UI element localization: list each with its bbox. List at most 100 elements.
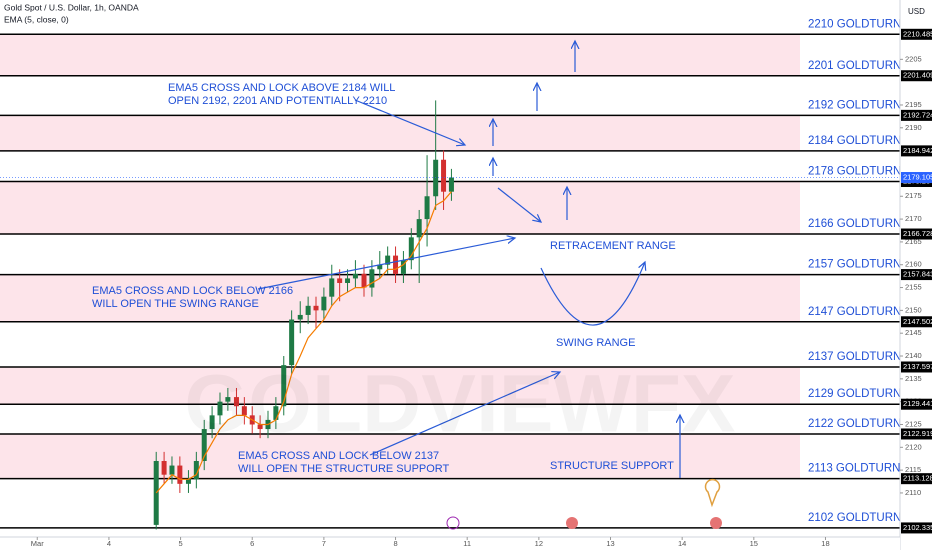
candle-body (193, 460, 199, 480)
candle-body (408, 237, 414, 261)
level-price-box (901, 145, 932, 157)
annotation: OPEN 2192, 2201 AND POTENTIALLY 2210 (168, 95, 387, 107)
x-tick-label: Mar (31, 539, 44, 548)
candle-body (297, 314, 303, 320)
arrow (497, 187, 541, 222)
arrow (354, 99, 465, 145)
level-price-label: 2147.502 (903, 317, 932, 326)
candle-body (424, 196, 430, 220)
level-price-box (901, 109, 932, 121)
y-tick-label: 2165 (905, 237, 922, 246)
level-label: 2192 GOLDTURN (808, 99, 901, 111)
level-price-box (901, 316, 932, 328)
annotation: EMA5 CROSS AND LOCK BELOW 2137 (238, 450, 439, 462)
currency-label: USD (908, 7, 925, 16)
last-price-label: 2179.105 (903, 173, 932, 182)
x-tick-label: 8 (393, 539, 397, 548)
region-label: RETRACEMENT RANGE (550, 240, 676, 252)
x-tick-label: 6 (250, 539, 254, 548)
level-price-label: 2166.728 (903, 229, 932, 238)
candle-body (369, 269, 375, 288)
level-label: 2166 GOLDTURN (808, 218, 901, 230)
zone-band (0, 366, 800, 405)
candle-body (241, 406, 247, 416)
zone-band (0, 274, 800, 322)
level-price-label: 2129.441 (903, 399, 932, 408)
level-label: 2102 GOLDTURN (808, 512, 901, 524)
x-tick-label: 13 (606, 539, 614, 548)
candle-body (416, 219, 422, 238)
y-tick-label: 2115 (905, 465, 921, 474)
candle-body (185, 479, 191, 484)
level-label: 2201 GOLDTURN (808, 60, 901, 72)
x-tick-label: 18 (821, 539, 829, 548)
y-tick-label: 2140 (905, 351, 922, 360)
logo-icon (704, 478, 721, 508)
candle-body (385, 255, 391, 265)
level-price-box (901, 398, 932, 410)
level-label: 2137 GOLDTURN (808, 351, 901, 363)
y-tick-label: 2125 (905, 419, 922, 428)
y-tick-label: 2170 (905, 214, 922, 223)
level-label: 2147 GOLDTURN (808, 306, 901, 318)
indicator-label: EMA (5, close, 0) (4, 14, 69, 24)
candle-body (441, 159, 447, 192)
candle-body (305, 305, 311, 315)
zone-band (0, 34, 800, 76)
level-price-box (901, 361, 932, 373)
event-icon (446, 516, 460, 530)
watermark: GOLDVIEWFX (184, 359, 735, 450)
level-price-box (901, 228, 932, 240)
annotation: EMA5 CROSS AND LOCK BELOW 2166 (92, 285, 293, 297)
y-tick-label: 2175 (905, 191, 922, 200)
level-price-label: 2192.724 (903, 110, 932, 119)
candle-body (448, 177, 454, 192)
level-label: 2122 GOLDTURN (808, 418, 901, 430)
level-price-label: 2113.128 (903, 474, 932, 483)
y-tick-label: 2205 (905, 54, 922, 63)
candle-body (345, 278, 351, 283)
x-tick-label: 11 (463, 539, 471, 548)
flag-icon (710, 517, 722, 529)
candle-body (169, 465, 175, 475)
y-tick-label: 2145 (905, 328, 922, 337)
level-price-box (901, 473, 932, 485)
x-tick-label: 12 (535, 539, 543, 548)
x-tick-label: 4 (107, 539, 111, 548)
chart-title: Gold Spot / U.S. Dollar, 1h, OANDA (4, 2, 139, 12)
x-tick-label: 5 (178, 539, 182, 548)
y-tick-label: 2195 (905, 100, 922, 109)
candle-body (393, 255, 399, 274)
candle-body (225, 397, 231, 402)
region-label: STRUCTURE SUPPORT (550, 460, 674, 472)
candle-body (337, 278, 343, 283)
level-price-box (901, 269, 932, 281)
candle-body (313, 305, 319, 311)
candle-body (281, 365, 287, 407)
arrow (257, 238, 515, 290)
x-tick-label: 7 (322, 539, 326, 548)
candle-body (329, 278, 335, 297)
y-tick-label: 2155 (905, 283, 922, 292)
candle-body (273, 406, 279, 420)
level-price-label: 2122.919 (903, 429, 932, 438)
zone-band (0, 181, 800, 235)
time-axis (0, 537, 900, 550)
ema-line (155, 191, 452, 494)
candle-body (433, 159, 439, 197)
annotation: WILL OPEN THE SWING RANGE (92, 298, 259, 310)
level-price-label: 2102.335 (903, 523, 932, 532)
candle-body (177, 465, 183, 484)
swing-curve (540, 262, 645, 326)
y-tick-label: 2150 (905, 305, 922, 314)
level-price-label: 2184.942 (903, 146, 932, 155)
y-tick-label: 2120 (905, 442, 922, 451)
annotation: WILL OPEN THE STRUCTURE SUPPORT (238, 463, 450, 475)
y-tick-label: 2135 (905, 374, 922, 383)
candle-body (377, 264, 383, 270)
level-price-box (901, 28, 932, 40)
level-price-box (901, 522, 932, 534)
candle-body (153, 460, 159, 525)
level-label: 2210 GOLDTURN (808, 18, 901, 30)
